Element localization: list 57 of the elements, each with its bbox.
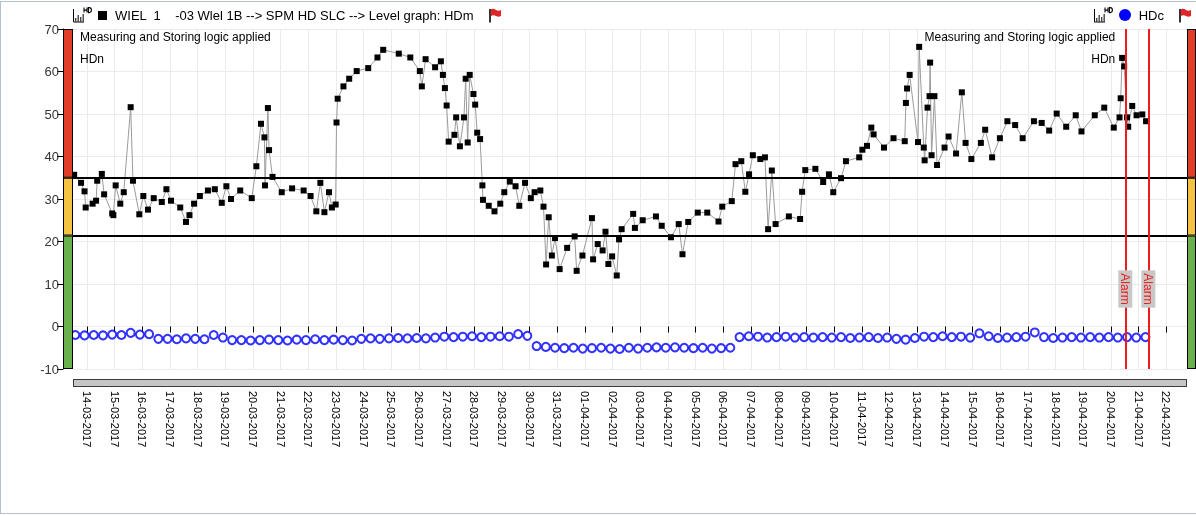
x-tick-label: 27-03-2017 <box>440 391 453 448</box>
x-tick-label: 15-03-2017 <box>108 391 121 448</box>
annotation: HDn <box>1091 52 1116 66</box>
x-tick-label: 26-03-2017 <box>412 391 425 448</box>
x-tick-label: 07-04-2017 <box>745 391 758 448</box>
x-tick-label: 25-03-2017 <box>385 391 398 448</box>
x-tick-label: 18-03-2017 <box>191 391 204 448</box>
annotation: Measuring and Storing logic applied <box>80 30 271 44</box>
x-tick-label: 12-04-2017 <box>883 391 896 448</box>
y-tick-label: 0 <box>51 319 59 334</box>
x-tick-label: 08-04-2017 <box>772 391 785 448</box>
y-tick-label: 30 <box>44 191 59 207</box>
x-tick-label: 22-04-2017 <box>1160 391 1173 448</box>
x-tick-label: 17-04-2017 <box>1021 391 1034 448</box>
y-tick-label: -10 <box>40 361 59 377</box>
ref-line-label: Alarm <box>1141 273 1156 305</box>
x-tick-label: 28-03-2017 <box>468 391 481 448</box>
x-tick-label: 10-04-2017 <box>828 391 841 448</box>
y-tick-label: 10 <box>44 276 59 292</box>
y-tick-label: 40 <box>44 149 59 164</box>
x-tick-label: 30-03-2017 <box>523 391 536 448</box>
y-tick-label: 20 <box>44 234 59 249</box>
x-tick-label: 23-03-2017 <box>329 391 342 448</box>
x-tick-label: 22-03-2017 <box>302 391 315 448</box>
x-tick-label: 09-04-2017 <box>800 391 813 448</box>
legend-label: HDc <box>1138 7 1164 23</box>
x-tick-label: 11-04-2017 <box>855 391 868 447</box>
x-tick-label: 21-03-2017 <box>274 391 287 448</box>
x-tick-label: 16-03-2017 <box>136 391 149 448</box>
x-tick-label: 03-04-2017 <box>634 391 647 448</box>
y-tick-label: 50 <box>44 106 59 122</box>
x-tick-label: 05-04-2017 <box>689 391 702 448</box>
x-tick-label: 20-03-2017 <box>246 391 259 448</box>
y-tick-label: 60 <box>44 64 59 79</box>
x-tick-label: 16-04-2017 <box>994 391 1007 448</box>
x-tick-label: 29-03-2017 <box>495 391 508 448</box>
x-tick-label: 14-03-2017 <box>80 391 93 448</box>
annotation: HDn <box>80 52 105 66</box>
x-tick-label: 24-03-2017 <box>357 391 370 448</box>
x-tick-label: 14-04-2017 <box>938 391 951 448</box>
x-tick-label: 19-04-2017 <box>1077 391 1090 448</box>
x-tick-label: 02-04-2017 <box>606 391 619 448</box>
x-tick-label: 18-04-2017 <box>1049 391 1062 448</box>
x-tick-label: 31-03-2017 <box>551 391 564 448</box>
x-tick-label: 13-04-2017 <box>911 391 924 448</box>
x-tick-label: 15-04-2017 <box>966 391 979 448</box>
x-tick-label: 21-04-2017 <box>1132 391 1145 448</box>
annotation: Measuring and Storing logic applied <box>924 30 1116 44</box>
y-tick-label: 70 <box>44 21 59 37</box>
x-tick-label: 04-04-2017 <box>662 391 675 448</box>
x-tick-label: 20-04-2017 <box>1104 391 1117 448</box>
legend-label: WIEL 1 -03 Wlel 1B --> SPM HD SLC --> Level graph: HDm <box>115 7 474 23</box>
ref-line-label: Alarm <box>1118 273 1133 305</box>
x-tick-label: 06-04-2017 <box>717 391 730 448</box>
x-tick-label: 19-03-2017 <box>219 391 232 448</box>
x-tick-label: 17-03-2017 <box>163 391 176 448</box>
x-tick-label: 01-04-2017 <box>579 391 592 448</box>
